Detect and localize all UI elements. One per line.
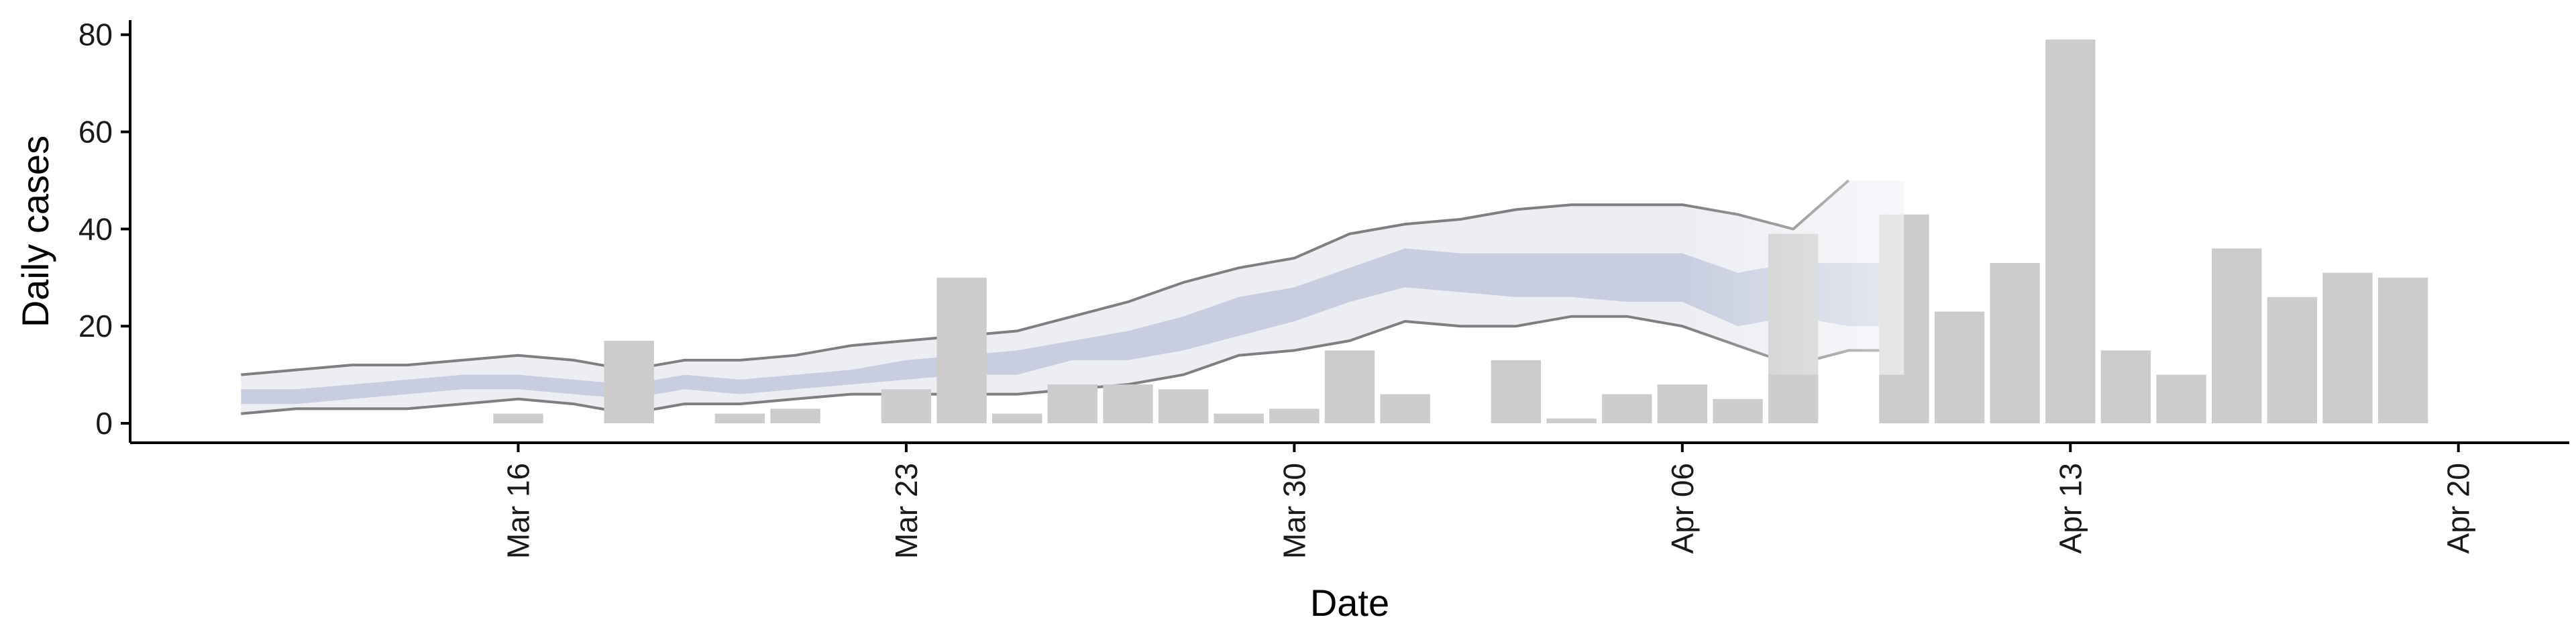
bar-2020-04-18 [2322,272,2373,424]
y-tick-label-80: 80 [78,17,113,52]
bar-2020-04-15 [2156,374,2206,423]
bar-2020-04-07 [1713,398,1763,423]
bar-2020-03-26 [1047,384,1097,423]
bar-2020-03-27 [1103,384,1153,423]
y-axis-title: Daily cases [14,136,56,327]
x-axis-title: Date [1310,582,1389,624]
y-tick-label-0: 0 [95,406,113,441]
bar-2020-04-11 [1934,311,1985,424]
bar-2020-03-30 [1269,409,1320,423]
bar-2020-04-14 [2100,350,2151,423]
bar-2020-04-01 [1380,394,1430,423]
x-tick-label-2020-04-06: Apr 06 [1665,463,1700,554]
x-tick-label-2020-04-20: Apr 20 [2441,463,2476,554]
x-axis-ticks: Mar 16 Mar 23 Mar 30 Apr 06 Apr 13 Apr 20 [500,443,2476,559]
y-axis-ticks: 0 20 40 60 80 [78,17,130,441]
x-tick-label-2020-04-13: Apr 13 [2053,463,2088,554]
bar-2020-04-06 [1657,384,1707,423]
bar-2020-03-31 [1324,350,1375,423]
estimate-band [241,179,1904,415]
bar-2020-03-23 [881,389,932,423]
axes [129,20,2569,444]
bar-2020-03-20 [714,413,765,424]
bar-2020-03-16 [493,413,543,424]
outer-band-upper-line [241,179,1850,376]
bar-2020-03-28 [1158,389,1209,423]
bar-2020-04-17 [2267,297,2317,424]
bar-2020-04-12 [1990,263,2040,424]
y-tick-label-40: 40 [78,211,113,246]
bar-2020-03-29 [1214,413,1264,424]
y-tick-label-20: 20 [78,309,113,343]
projection-fade-overlay [1682,170,1904,375]
bar-2020-04-19 [2377,277,2428,423]
x-tick-label-2020-03-23: Mar 23 [889,463,924,559]
bar-2020-04-03 [1491,360,1542,423]
y-tick-label-60: 60 [78,115,113,150]
bar-2020-04-16 [2212,248,2262,423]
outer-band-area [241,180,1904,414]
bar-2020-04-04 [1546,418,1597,423]
bar-2020-03-21 [770,409,820,423]
bar-2020-04-13 [2045,40,2096,424]
inner-band-area [241,248,1904,405]
projection-fade [1682,170,1904,375]
x-tick-label-2020-03-30: Mar 30 [1277,463,1311,559]
bar-2020-03-18 [604,340,654,423]
bar-2020-03-24 [936,277,987,423]
bar-2020-03-25 [992,413,1042,424]
bar-2020-04-05 [1602,394,1652,423]
x-tick-label-2020-03-16: Mar 16 [500,463,535,559]
